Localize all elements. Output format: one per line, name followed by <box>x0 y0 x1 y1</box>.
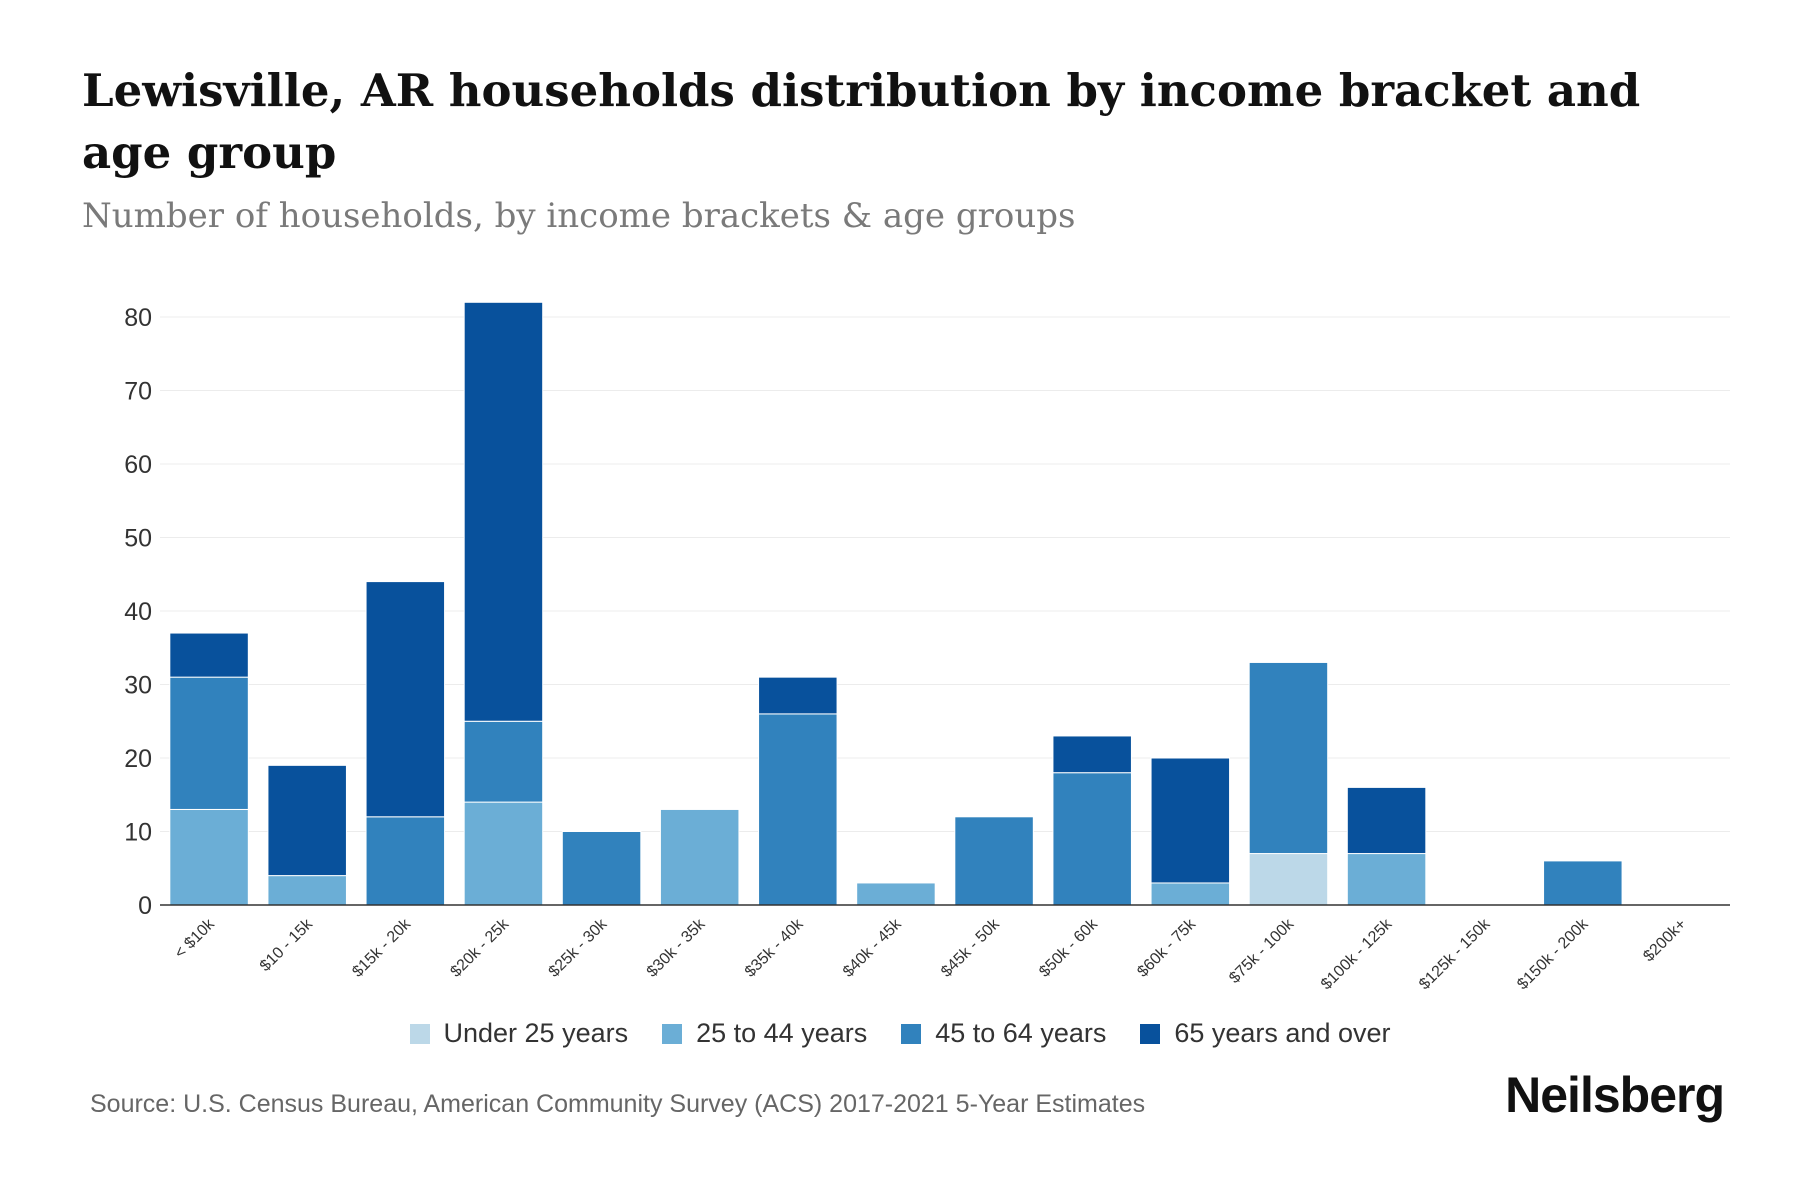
bar-segment <box>758 676 838 715</box>
legend-swatch <box>1140 1023 1161 1044</box>
bar-segment <box>954 816 1034 906</box>
bar-segment <box>758 713 838 906</box>
x-tick-label: $200k+ <box>1640 916 1689 965</box>
bar-segment <box>1248 853 1329 906</box>
legend-item: Under 25 years <box>409 1018 629 1049</box>
x-tick-label: $30k - 35k <box>644 915 710 981</box>
y-tick-label: 30 <box>124 672 152 700</box>
x-tick-label: $15k - 20k <box>349 915 415 981</box>
bar-segment <box>365 816 446 906</box>
x-tick-label: $40k - 45k <box>840 915 906 981</box>
bar-segment <box>1346 786 1427 855</box>
bar-segment <box>1052 772 1132 906</box>
bar-segment <box>1248 661 1329 855</box>
x-tick-label: $60k - 75k <box>1134 915 1200 981</box>
bar-segment <box>1346 853 1427 906</box>
bar-segment <box>1150 882 1231 906</box>
bar-segment <box>1543 860 1623 906</box>
chart-subtitle: Number of households, by income brackets… <box>82 196 1076 236</box>
stacked-bar-chart: 0 10 20 30 40 50 60 70 80 < $10k $10 - 15k $15k - 2… <box>124 301 1730 993</box>
x-tick-label: $35k - 40k <box>742 915 808 981</box>
y-tick-label: 20 <box>124 745 152 773</box>
legend-swatch <box>409 1023 430 1044</box>
bar-segment <box>463 801 544 906</box>
legend-item: 45 to 64 years <box>901 1018 1106 1049</box>
legend-label: 65 years and over <box>1174 1018 1391 1048</box>
legend-label: 45 to 64 years <box>935 1018 1107 1048</box>
legend-label: 25 to 44 years <box>696 1018 868 1048</box>
x-tick-label: $10 - 15k <box>257 915 317 975</box>
bar-segment <box>169 632 249 678</box>
bar-segment <box>463 720 544 803</box>
chart-title: Lewisville, AR households distribution b… <box>82 64 1641 179</box>
y-tick-label: 50 <box>124 525 152 553</box>
x-tick-label: < $10k <box>172 915 219 962</box>
bar-segment <box>561 831 642 906</box>
y-tick-label: 10 <box>124 819 152 847</box>
y-tick-label: 40 <box>124 598 152 626</box>
bar-segment <box>856 882 936 906</box>
bar-segment <box>659 808 740 906</box>
source-note: Source: U.S. Census Bureau, American Com… <box>90 1090 1146 1118</box>
x-tick-label: $75k - 100k <box>1226 915 1298 987</box>
bars <box>169 301 1623 906</box>
legend: Under 25 years 25 to 44 years 45 to 64 yea… <box>0 1018 1800 1049</box>
bar-segment <box>169 676 249 810</box>
x-tick-label: $45k - 50k <box>938 915 1004 981</box>
x-tick-label: $150k - 200k <box>1514 915 1592 993</box>
x-tick-label: $25k - 30k <box>546 915 612 981</box>
legend-swatch <box>662 1023 683 1044</box>
bar-segment <box>463 301 544 722</box>
legend-label: Under 25 years <box>443 1018 629 1048</box>
legend-item: 65 years and over <box>1140 1018 1391 1049</box>
bar-segment <box>169 808 249 906</box>
x-tick-label: $100k - 125k <box>1318 915 1396 993</box>
x-tick-label: $20k - 25k <box>447 915 513 981</box>
bar-segment <box>267 875 347 906</box>
y-tick-label: 0 <box>138 892 152 920</box>
brand-logo: Neilsberg <box>1505 1067 1725 1123</box>
x-tick-label: $125k - 150k <box>1416 915 1494 993</box>
y-tick-label: 70 <box>124 378 152 406</box>
bar-segment <box>1150 757 1231 884</box>
bar-segment <box>267 764 347 877</box>
legend-item: 25 to 44 years <box>662 1018 867 1049</box>
bar-segment <box>1052 735 1132 774</box>
bar-segment <box>365 581 446 818</box>
y-tick-label: 60 <box>124 451 152 479</box>
x-tick-label: $50k - 60k <box>1036 915 1102 981</box>
y-tick-label: 80 <box>124 304 152 332</box>
legend-swatch <box>901 1023 922 1044</box>
